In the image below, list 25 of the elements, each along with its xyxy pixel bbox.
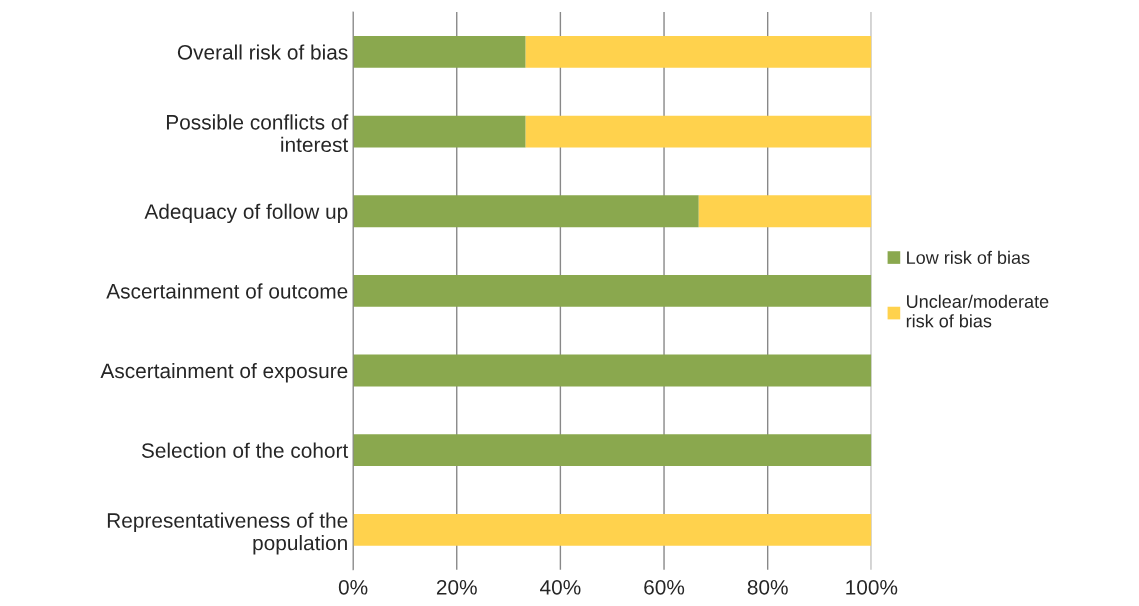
bar bbox=[353, 274, 872, 307]
y-tick-label: Selection of the cohort bbox=[141, 442, 349, 458]
x-tick-label: 0% bbox=[338, 579, 368, 595]
y-tick-label: Overall risk of bias bbox=[177, 44, 348, 60]
y-tick-label: Adequacy of follow up bbox=[144, 203, 348, 224]
x-tick-label: 60% bbox=[644, 579, 685, 595]
y-tick-label: Ascertainment of outcome bbox=[106, 283, 348, 299]
x-tick-label: 100% bbox=[846, 579, 898, 595]
bar bbox=[353, 354, 872, 387]
bar bbox=[353, 195, 699, 228]
bar bbox=[525, 115, 872, 148]
legend-label: Low risk of bias bbox=[907, 250, 1030, 265]
y-tick-label: Representativeness of the population bbox=[107, 512, 348, 555]
bar bbox=[353, 115, 526, 148]
x-tick-label: 20% bbox=[436, 579, 477, 595]
bar bbox=[353, 513, 872, 546]
x-tick-label: 80% bbox=[747, 579, 788, 595]
legend-label: Unclear/moderate risk of bias bbox=[906, 294, 1049, 328]
y-tick-label: Possible conflicts of interest bbox=[166, 114, 349, 153]
bar bbox=[353, 434, 872, 467]
bar bbox=[353, 36, 526, 68]
y-tick-label: Ascertainment of exposure bbox=[100, 362, 348, 383]
bar bbox=[698, 195, 872, 228]
bar bbox=[525, 36, 872, 68]
x-tick-label: 40% bbox=[540, 579, 581, 595]
